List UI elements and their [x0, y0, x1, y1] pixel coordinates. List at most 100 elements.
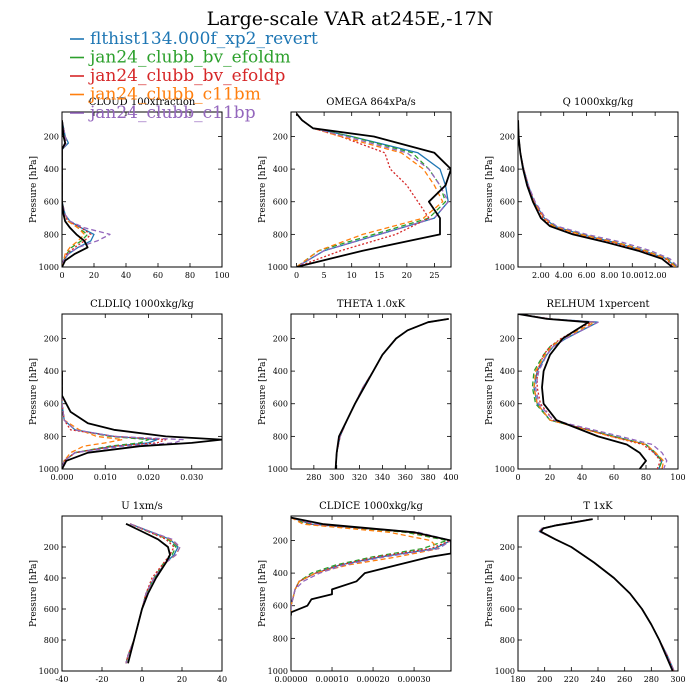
panel-frame [517, 515, 679, 672]
x-tick-label: 320 [352, 473, 367, 482]
x-tick-label: 80 [185, 271, 195, 280]
x-tick-label: 240 [590, 675, 605, 684]
series-group [295, 113, 451, 267]
panel-8: CLDICE 1000xkg/kg Pressure [hPa] 200 400 600… [258, 501, 452, 684]
series-line-1 [518, 314, 663, 469]
panel-frame [290, 313, 452, 470]
y-tick-label: 600 [500, 198, 515, 207]
series-line-3 [334, 318, 449, 469]
x-tick-label: 60 [153, 271, 163, 280]
x-tick-label: 300 [670, 675, 685, 684]
y-tick-label: 800 [500, 230, 515, 239]
x-tick-label: 400 [443, 473, 458, 482]
y-axis-label: Pressure [hPa] [485, 358, 495, 425]
y-axis-label: Pressure [hPa] [258, 358, 268, 425]
panel-frame [61, 515, 223, 672]
y-tick-label: 1000 [268, 263, 288, 272]
x-tick-label: 220 [564, 675, 579, 684]
panel-title: RELHUM 1xpercent [546, 299, 649, 310]
y-tick-label: 200 [44, 543, 59, 552]
y-axis-label: Pressure [hPa] [258, 156, 268, 223]
panel-5: THETA 1.0xK Pressure [hPa] 200 400 600 800 100… [258, 299, 459, 482]
y-tick-label: 1000 [495, 667, 515, 676]
series-line-4 [518, 120, 677, 267]
series-line-6 [295, 113, 451, 267]
y-axis-label: Pressure [hPa] [485, 156, 495, 223]
x-tick-label: 0 [294, 271, 299, 280]
y-tick-label: 400 [44, 367, 59, 376]
y-tick-label: 200 [500, 543, 515, 552]
series-line-2 [334, 318, 449, 469]
y-tick-label: 800 [273, 432, 288, 441]
x-tick-label: 2.00 [532, 271, 550, 280]
series-line-4 [518, 314, 665, 469]
series-line-3 [62, 371, 167, 469]
series-line-1 [62, 371, 158, 469]
y-axis-label: Pressure [hPa] [29, 358, 39, 425]
x-tick-label: 0.000 [51, 473, 74, 482]
panel-title: OMEGA 864xPa/s [326, 97, 416, 108]
x-tick-label: 6.00 [578, 271, 596, 280]
panel-frame [290, 111, 452, 268]
x-tick-label: 280 [644, 675, 659, 684]
series-line-6 [518, 314, 647, 469]
x-tick-label: 12.00 [644, 271, 667, 280]
x-tick-label: 0 [139, 675, 144, 684]
y-tick-label: 600 [44, 400, 59, 409]
y-tick-label: 800 [500, 636, 515, 645]
series-line-3 [291, 516, 451, 614]
y-tick-label: 600 [44, 605, 59, 614]
y-tick-label: 600 [273, 400, 288, 409]
y-tick-label: 800 [44, 230, 59, 239]
x-tick-label: -40 [56, 675, 69, 684]
series-line-5 [518, 120, 678, 267]
series-line-5 [518, 314, 668, 469]
panel-title: U 1xm/s [121, 501, 163, 512]
x-tick-label: -20 [96, 675, 109, 684]
series-line-3 [518, 120, 676, 267]
x-tick-label: 360 [398, 473, 413, 482]
x-tick-label: 20 [89, 271, 99, 280]
series-group [334, 318, 449, 469]
x-tick-label: 20 [545, 473, 555, 482]
x-tick-label: 280 [306, 473, 321, 482]
y-tick-label: 400 [500, 574, 515, 583]
legend-label: jan24_clubb_c11bm [88, 85, 261, 105]
series-line-6 [334, 318, 449, 469]
y-tick-label: 200 [500, 334, 515, 343]
y-tick-label: 400 [500, 165, 515, 174]
panel-3: Q 1000xkg/kg Pressure [hPa] 200 400 600 800 10… [485, 97, 679, 280]
x-tick-label: 100 [214, 271, 229, 280]
x-tick-label: 10.00 [621, 271, 644, 280]
legend-label: jan24_clubb_bv_efoldp [88, 66, 286, 86]
series-group [518, 314, 668, 469]
y-tick-label: 400 [273, 165, 288, 174]
y-tick-label: 200 [44, 334, 59, 343]
y-tick-label: 1000 [495, 263, 515, 272]
x-tick-label: 0.030 [180, 473, 203, 482]
x-tick-label: 8.00 [601, 271, 619, 280]
series-line-2 [291, 516, 448, 614]
series-line-2 [62, 371, 150, 469]
x-tick-label: 10 [347, 271, 357, 280]
y-tick-label: 800 [273, 230, 288, 239]
x-tick-label: 4.00 [555, 271, 573, 280]
x-tick-label: 40 [217, 675, 227, 684]
y-tick-label: 400 [500, 367, 515, 376]
x-tick-label: 0.020 [137, 473, 160, 482]
y-tick-label: 200 [273, 536, 288, 545]
y-axis-label: Pressure [hPa] [29, 560, 39, 627]
y-axis-label: Pressure [hPa] [29, 156, 39, 223]
series-line-3 [518, 314, 662, 469]
series-line-5 [291, 516, 451, 614]
series-group [291, 516, 451, 616]
y-tick-label: 1000 [39, 667, 59, 676]
y-tick-label: 1000 [268, 667, 288, 676]
x-tick-label: 25 [429, 271, 439, 280]
panel-title: CLDLIQ 1000xkg/kg [90, 299, 194, 310]
legend-entry: flthist134.000f_xp2_revert [70, 29, 318, 49]
x-tick-label: 380 [421, 473, 436, 482]
y-tick-label: 400 [44, 165, 59, 174]
x-tick-label: 100 [670, 473, 685, 482]
